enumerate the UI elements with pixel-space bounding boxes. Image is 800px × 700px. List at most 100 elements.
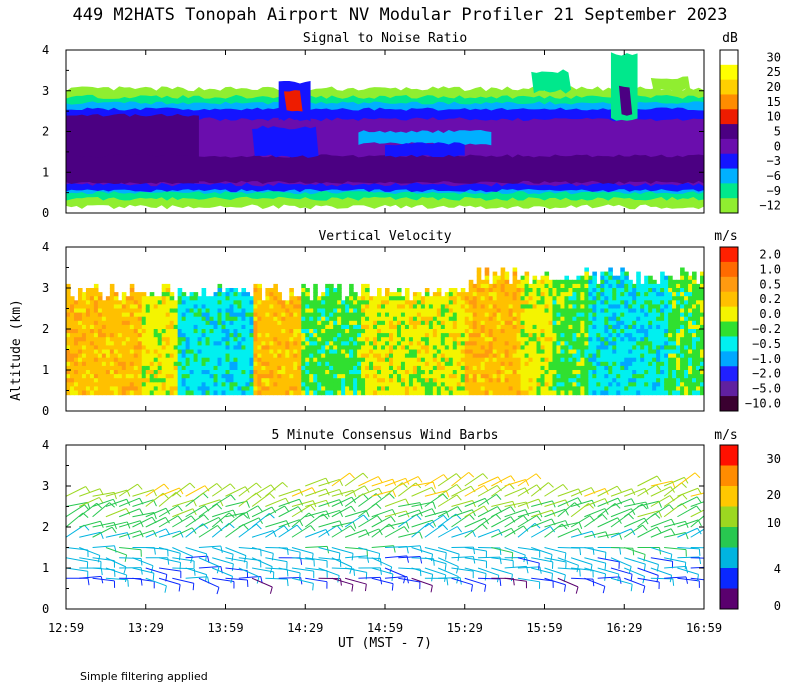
velocity-cell <box>536 283 542 289</box>
velocity-cell <box>600 357 605 363</box>
velocity-cell <box>305 361 310 367</box>
velocity-cell <box>297 320 302 326</box>
velocity-cell <box>193 329 199 334</box>
velocity-cell <box>464 378 470 383</box>
velocity-cell <box>456 374 462 379</box>
velocity-cell <box>66 349 71 355</box>
velocity-cell <box>500 337 506 342</box>
velocity-cell <box>237 353 243 359</box>
velocity-cell <box>273 324 278 330</box>
wind-barb <box>464 484 485 497</box>
velocity-cell <box>620 275 625 281</box>
velocity-cell <box>77 324 83 330</box>
velocity-cell <box>668 341 673 346</box>
velocity-cell <box>281 361 286 367</box>
velocity-cell <box>556 357 562 363</box>
velocity-cell <box>333 312 338 318</box>
velocity-cell <box>361 329 366 334</box>
velocity-cell <box>576 357 581 363</box>
velocity-cell <box>181 296 187 301</box>
velocity-cell <box>516 308 522 314</box>
velocity-cell <box>460 382 466 387</box>
velocity-cell <box>277 361 282 367</box>
wind-barb-flag <box>310 504 316 511</box>
velocity-cell <box>544 378 550 383</box>
velocity-cell <box>321 292 326 297</box>
wind-barb-flag <box>391 583 394 591</box>
velocity-cell <box>373 390 378 396</box>
velocity-cell <box>636 382 641 387</box>
velocity-cell <box>93 296 99 301</box>
velocity-cell <box>396 374 402 379</box>
velocity-cell <box>572 320 577 326</box>
velocity-cell <box>528 357 534 363</box>
velocity-cell <box>157 353 163 359</box>
velocity-cell <box>309 390 314 396</box>
velocity-cell <box>289 345 294 351</box>
velocity-cell <box>381 333 386 338</box>
velocity-cell <box>600 390 605 396</box>
velocity-cell <box>133 382 139 387</box>
velocity-cell <box>664 279 669 285</box>
wind-barb <box>424 474 444 487</box>
velocity-cell <box>357 333 362 338</box>
velocity-cell <box>361 341 366 346</box>
velocity-cell <box>468 390 474 396</box>
velocity-cell <box>181 357 187 363</box>
velocity-cell <box>600 324 605 330</box>
velocity-cell <box>624 320 629 326</box>
velocity-cell <box>121 349 127 355</box>
velocity-cell <box>648 312 653 318</box>
velocity-cell <box>97 345 103 351</box>
velocity-cell <box>237 341 243 346</box>
velocity-cell <box>600 292 605 297</box>
velocity-cell <box>412 353 418 359</box>
velocity-cell <box>668 386 673 392</box>
velocity-cell <box>113 300 119 305</box>
velocity-cell <box>329 382 334 387</box>
velocity-cell <box>532 349 538 355</box>
velocity-cell <box>408 341 414 346</box>
velocity-cell <box>141 320 147 326</box>
y-tick-label: 4 <box>42 43 49 57</box>
velocity-cell <box>353 386 358 392</box>
velocity-cell <box>81 320 87 326</box>
velocity-cell <box>381 304 386 310</box>
velocity-cell <box>388 308 394 314</box>
velocity-cell <box>688 370 693 375</box>
velocity-cell <box>313 296 318 301</box>
velocity-cell <box>93 386 99 392</box>
velocity-cell <box>381 341 386 346</box>
colorbar-label: −0.2 <box>752 322 781 336</box>
velocity-cell <box>564 374 570 379</box>
velocity-cell <box>85 357 91 363</box>
velocity-cell <box>556 308 562 314</box>
velocity-cell <box>448 320 454 326</box>
velocity-cell <box>357 374 362 379</box>
velocity-cell <box>460 324 466 330</box>
wind-barb <box>451 577 473 586</box>
velocity-cell <box>305 304 310 310</box>
velocity-cell <box>432 320 438 326</box>
velocity-cell <box>420 349 426 355</box>
wind-barb-flag <box>269 586 273 594</box>
velocity-cell <box>309 337 314 342</box>
velocity-cell <box>564 341 570 346</box>
velocity-cell <box>608 333 613 338</box>
velocity-cell <box>269 370 274 375</box>
velocity-cell <box>668 365 673 371</box>
velocity-cell <box>460 288 466 293</box>
velocity-cell <box>680 320 685 326</box>
velocity-cell <box>656 296 661 301</box>
velocity-cell <box>652 365 657 371</box>
wind-barb <box>118 508 140 518</box>
wind-barb <box>451 514 470 528</box>
velocity-cell <box>101 337 107 342</box>
velocity-cell <box>480 320 486 326</box>
velocity-cell <box>496 312 502 318</box>
velocity-cell <box>588 316 593 322</box>
velocity-cell <box>177 329 183 334</box>
velocity-cell <box>688 308 693 314</box>
wind-barb <box>66 524 85 538</box>
